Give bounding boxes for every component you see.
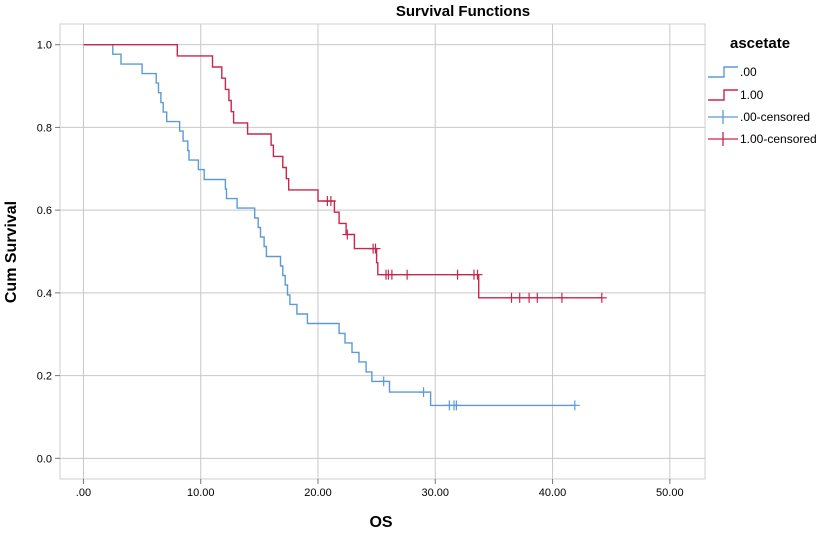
censor-mark-1 bbox=[325, 196, 336, 207]
plot-frame bbox=[59, 23, 706, 480]
x-tick-label: 30.00 bbox=[422, 487, 450, 499]
y-tick-label: 0.8 bbox=[37, 122, 52, 134]
series-line-0 bbox=[83, 44, 575, 407]
censor-mark-1 bbox=[402, 269, 413, 280]
x-tick-label: .00 bbox=[76, 487, 91, 499]
censor-mark-1 bbox=[596, 292, 607, 303]
censor-mark-1 bbox=[370, 243, 381, 254]
censor-mark-1 bbox=[386, 269, 397, 280]
legend-label: .00 bbox=[740, 65, 757, 79]
series bbox=[83, 44, 602, 407]
censor-mark-1 bbox=[472, 269, 483, 280]
y-tick-label: 0.6 bbox=[37, 205, 52, 217]
censor-mark-0 bbox=[378, 376, 389, 387]
x-tick-label: 10.00 bbox=[187, 487, 215, 499]
legend-label: 1.00-censored bbox=[740, 132, 817, 146]
censor-marks bbox=[322, 196, 607, 411]
censor-mark-0 bbox=[451, 400, 462, 411]
legend-entry-3: 1.00-censored bbox=[708, 132, 817, 146]
x-axis-title: OS bbox=[369, 514, 392, 531]
legend: ascetate .00 1.00 .00-censored 1.00-censore… bbox=[708, 35, 817, 146]
x-tick-label: 50.00 bbox=[656, 487, 684, 499]
legend-entry-2: .00-censored bbox=[708, 110, 810, 124]
y-tick-label: 1.0 bbox=[37, 40, 52, 52]
x-tick-label: 40.00 bbox=[539, 487, 567, 499]
legend-entry-1: 1.00 bbox=[708, 88, 764, 102]
censor-mark-1 bbox=[342, 229, 353, 240]
y-tick-label: 0.4 bbox=[37, 288, 52, 300]
y-axis-title: Cum Survival bbox=[3, 201, 20, 303]
censor-mark-1 bbox=[452, 269, 463, 280]
legend-line-symbol bbox=[708, 89, 738, 101]
censor-mark-0 bbox=[418, 387, 429, 398]
y-tick-label: 0.0 bbox=[37, 453, 52, 465]
censor-mark-1 bbox=[532, 292, 543, 303]
legend-label: 1.00 bbox=[740, 88, 764, 102]
legend-entry-0: .00 bbox=[708, 65, 757, 79]
censor-mark-1 bbox=[514, 292, 525, 303]
chart-title: Survival Functions bbox=[396, 3, 530, 20]
censor-mark-0 bbox=[569, 400, 580, 411]
ticks: .00 10.00 20.00 30.00 40.00 50.00 0.0 0.2 0.4 0.6… bbox=[37, 40, 684, 499]
y-tick-label: 0.2 bbox=[37, 371, 52, 383]
legend-label: .00-censored bbox=[740, 110, 810, 124]
legend-title: ascetate bbox=[730, 35, 790, 52]
legend-line-symbol bbox=[708, 66, 738, 78]
series-line-1 bbox=[83, 44, 602, 299]
x-tick-label: 20.00 bbox=[304, 487, 332, 499]
censor-mark-1 bbox=[556, 292, 567, 303]
